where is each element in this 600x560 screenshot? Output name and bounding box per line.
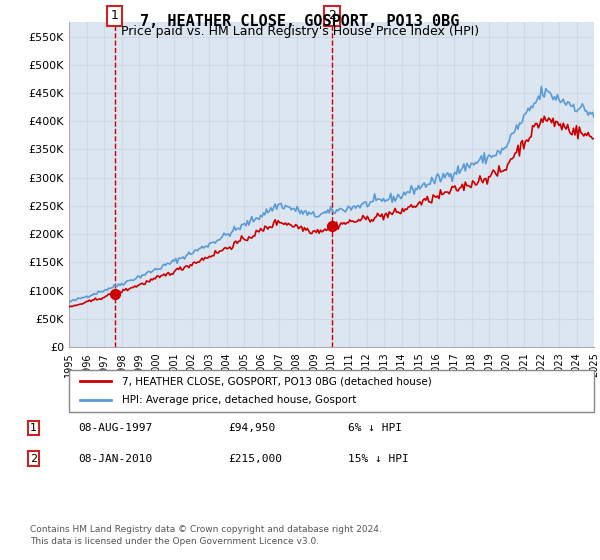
Text: 08-AUG-1997: 08-AUG-1997 [78,423,152,433]
FancyBboxPatch shape [69,370,594,412]
Text: 7, HEATHER CLOSE, GOSPORT, PO13 0BG (detached house): 7, HEATHER CLOSE, GOSPORT, PO13 0BG (det… [121,376,431,386]
Text: £94,950: £94,950 [228,423,275,433]
Text: £215,000: £215,000 [228,454,282,464]
Text: 1: 1 [30,423,37,433]
Text: 15% ↓ HPI: 15% ↓ HPI [348,454,409,464]
Text: 1: 1 [110,10,118,22]
Text: 7, HEATHER CLOSE, GOSPORT, PO13 0BG: 7, HEATHER CLOSE, GOSPORT, PO13 0BG [140,14,460,29]
Text: 08-JAN-2010: 08-JAN-2010 [78,454,152,464]
Text: 2: 2 [30,454,37,464]
Point [327,221,337,230]
Point [110,289,119,298]
Text: HPI: Average price, detached house, Gosport: HPI: Average price, detached house, Gosp… [121,395,356,405]
Text: Price paid vs. HM Land Registry's House Price Index (HPI): Price paid vs. HM Land Registry's House … [121,25,479,38]
Text: Contains HM Land Registry data © Crown copyright and database right 2024.
This d: Contains HM Land Registry data © Crown c… [30,525,382,546]
Text: 2: 2 [328,10,336,22]
Text: 6% ↓ HPI: 6% ↓ HPI [348,423,402,433]
